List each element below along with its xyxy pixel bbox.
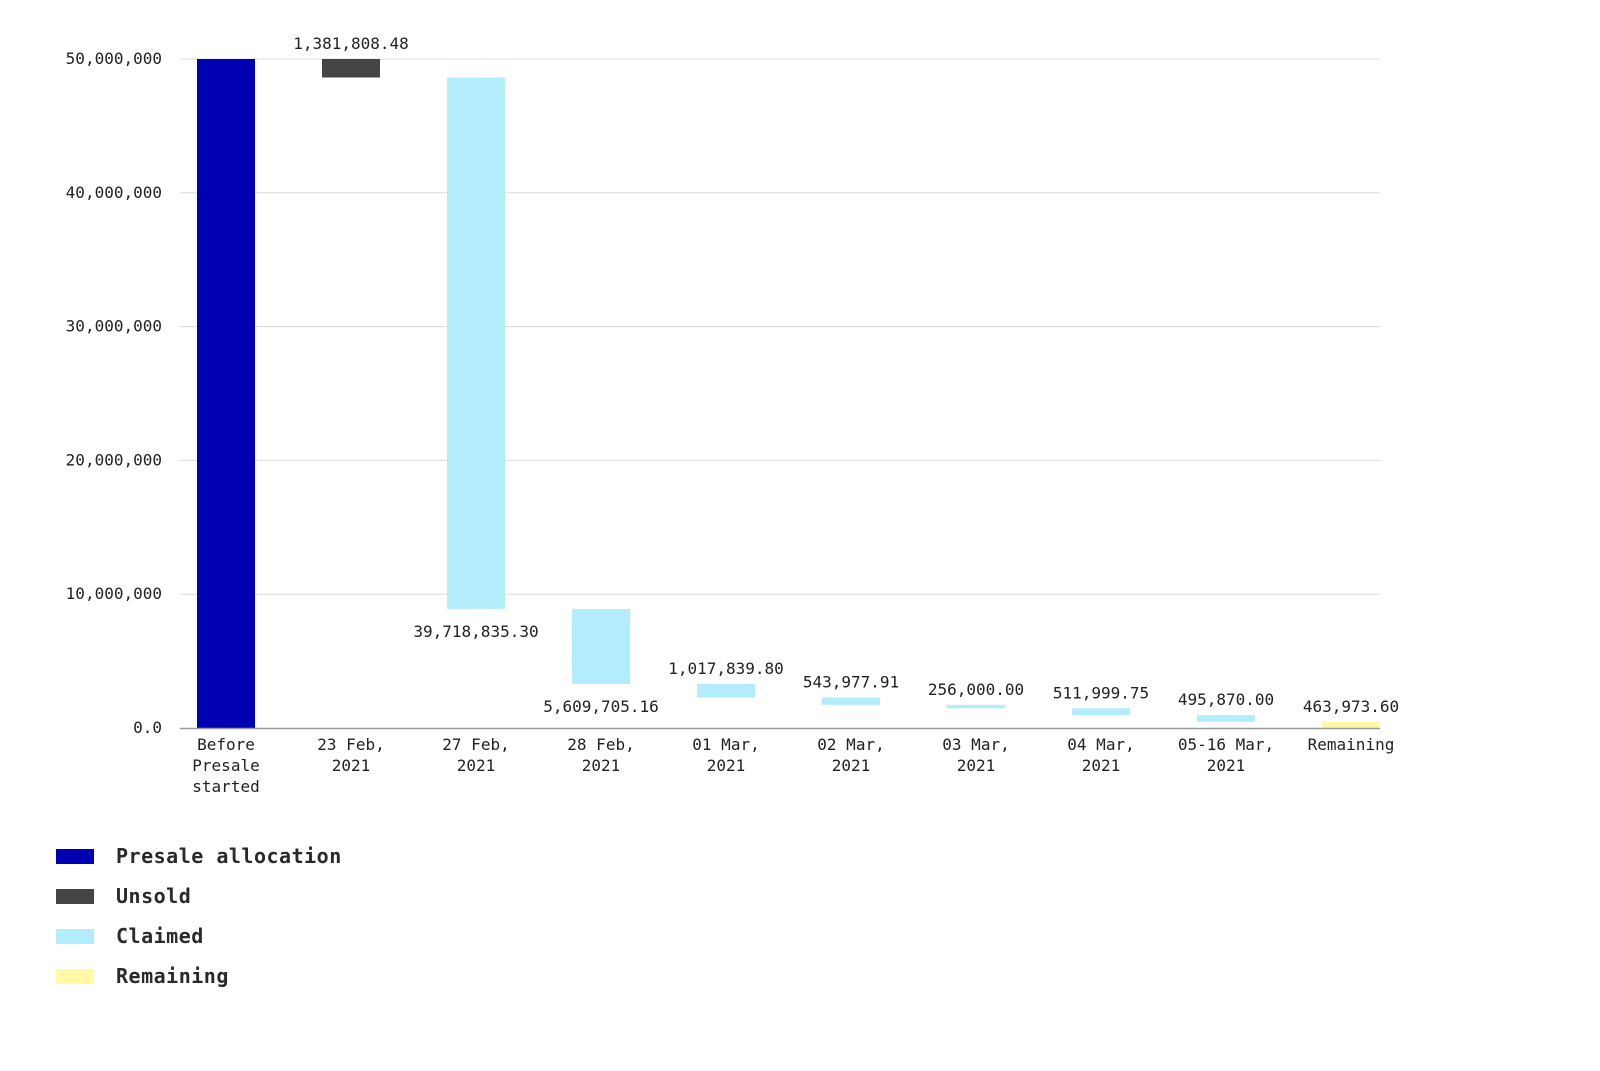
legend-swatch-claimed bbox=[56, 928, 94, 944]
bar-presale bbox=[197, 59, 255, 728]
x-tick-label: 2021 bbox=[332, 756, 371, 775]
bars bbox=[197, 59, 1380, 728]
data-label: 543,977.91 bbox=[803, 673, 899, 692]
legend-item-remaining: Remaining bbox=[56, 956, 342, 996]
x-tick-label: 27 Feb, bbox=[442, 735, 509, 754]
legend-item-unsold: Unsold bbox=[56, 876, 342, 916]
y-tick-label: 20,000,000 bbox=[66, 450, 162, 469]
waterfall-chart: 0.0 10,000,000 20,000,000 30,000,000 40,000,… bbox=[66, 34, 1399, 796]
x-tick-label: 2021 bbox=[457, 756, 496, 775]
bar-claimed bbox=[1072, 708, 1130, 716]
legend-item-presale: Presale allocation bbox=[56, 836, 342, 876]
legend-label-presale: Presale allocation bbox=[116, 844, 342, 868]
x-tick-label: 2021 bbox=[1207, 756, 1246, 775]
data-label: 511,999.75 bbox=[1053, 683, 1149, 702]
y-tick-label: 0.0 bbox=[133, 718, 162, 737]
x-tick-label: 01 Mar, bbox=[692, 735, 759, 754]
x-tick-label: 2021 bbox=[707, 756, 746, 775]
grid-lines bbox=[180, 58, 1380, 595]
data-labels: 1,381,808.48 39,718,835.30 5,609,705.16 1,0… bbox=[293, 34, 1399, 716]
x-tick-label: 2021 bbox=[832, 756, 871, 775]
bar-remaining bbox=[1322, 721, 1380, 728]
bar-claimed bbox=[572, 608, 630, 684]
data-label: 256,000.00 bbox=[928, 680, 1024, 699]
bar-claimed bbox=[697, 683, 755, 698]
bar-claimed bbox=[947, 704, 1005, 709]
bar-unsold bbox=[322, 59, 380, 78]
data-label: 5,609,705.16 bbox=[543, 697, 659, 716]
x-tick-label: Presale bbox=[192, 756, 259, 775]
x-tick-label: Remaining bbox=[1308, 735, 1395, 754]
x-tick-label: 03 Mar, bbox=[942, 735, 1009, 754]
x-tick-label: 2021 bbox=[957, 756, 996, 775]
y-tick-label: 50,000,000 bbox=[66, 49, 162, 68]
legend-label-claimed: Claimed bbox=[116, 924, 204, 948]
x-axis: Before Presale started 23 Feb, 2021 27 Feb, 20… bbox=[180, 727, 1395, 796]
legend-item-claimed: Claimed bbox=[56, 916, 342, 956]
y-tick-label: 30,000,000 bbox=[66, 317, 162, 336]
data-label: 39,718,835.30 bbox=[413, 622, 538, 641]
data-label: 463,973.60 bbox=[1303, 697, 1399, 716]
data-label: 1,381,808.48 bbox=[293, 34, 409, 53]
bar-claimed bbox=[1197, 715, 1255, 722]
legend-swatch-unsold bbox=[56, 888, 94, 904]
x-tick-label: 05-16 Mar, bbox=[1178, 735, 1274, 754]
bar-claimed bbox=[822, 697, 880, 705]
x-tick-label: 04 Mar, bbox=[1067, 735, 1134, 754]
legend-swatch-presale bbox=[56, 848, 94, 864]
y-axis: 0.0 10,000,000 20,000,000 30,000,000 40,000,… bbox=[66, 49, 162, 737]
x-tick-label: 2021 bbox=[1082, 756, 1121, 775]
x-tick-label: 23 Feb, bbox=[317, 735, 384, 754]
legend-swatch-remaining bbox=[56, 968, 94, 984]
x-tick-label: started bbox=[192, 777, 259, 796]
y-tick-label: 10,000,000 bbox=[66, 584, 162, 603]
data-label: 1,017,839.80 bbox=[668, 659, 784, 678]
x-tick-label: Before bbox=[197, 735, 255, 754]
data-label: 495,870.00 bbox=[1178, 690, 1274, 709]
x-tick-label: 02 Mar, bbox=[817, 735, 884, 754]
y-tick-label: 40,000,000 bbox=[66, 183, 162, 202]
legend-label-unsold: Unsold bbox=[116, 884, 192, 908]
legend-label-remaining: Remaining bbox=[116, 964, 229, 988]
legend: Presale allocation Unsold Claimed Remain… bbox=[56, 836, 342, 996]
bar-claimed bbox=[447, 77, 505, 609]
x-tick-label: 28 Feb, bbox=[567, 735, 634, 754]
x-tick-label: 2021 bbox=[582, 756, 621, 775]
